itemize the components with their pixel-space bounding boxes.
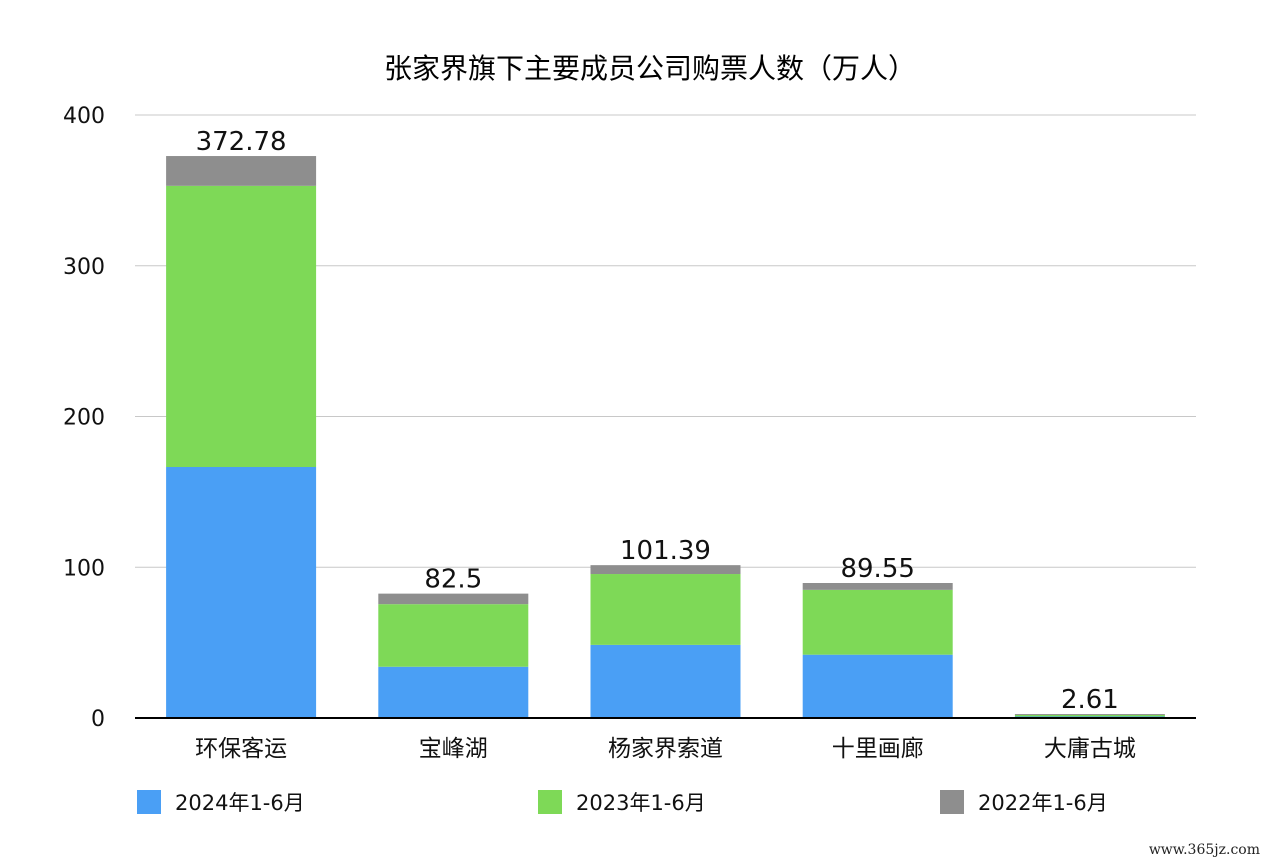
category-label: 环保客运 (195, 736, 287, 762)
bar-segment (590, 644, 741, 718)
y-axis-ticks: 0 100 200 300 400 (63, 104, 105, 732)
legend: 2024年1-6月 2023年1-6月 2022年1-6月 (137, 790, 1108, 815)
bar-segment (378, 666, 529, 718)
total-data-label: 101.39 (620, 536, 711, 566)
category-label: 宝峰湖 (419, 736, 488, 762)
y-tick-label: 200 (63, 406, 105, 431)
category-labels: 环保客运 宝峰湖 杨家界索道 十里画廊 大庸古城 (195, 736, 1136, 762)
category-label: 杨家界索道 (608, 736, 723, 762)
legend-label: 2022年1-6月 (978, 791, 1108, 815)
bars (166, 156, 1165, 718)
chart-title: 张家界旗下主要成员公司购票人数（万人） (384, 52, 916, 85)
category-label: 十里画廊 (832, 736, 924, 762)
bar-segment (378, 604, 529, 667)
bar-segment (590, 565, 741, 575)
bar-segment (802, 583, 953, 590)
legend-swatch (137, 790, 161, 814)
bar-segment (802, 589, 953, 655)
bar-segment (166, 156, 317, 186)
legend-swatch (538, 790, 562, 814)
legend-label: 2023年1-6月 (576, 791, 706, 815)
y-tick-label: 0 (91, 707, 105, 732)
bar-segment (166, 467, 317, 718)
bar-segment (1014, 714, 1165, 717)
y-tick-label: 400 (63, 104, 105, 129)
total-labels: 372.78 82.5 101.39 89.55 2.61 (196, 127, 1119, 715)
site-watermark: www.365jz.com (1148, 842, 1260, 858)
total-data-label: 82.5 (424, 565, 482, 595)
y-tick-label: 300 (63, 255, 105, 280)
legend-swatch (940, 790, 964, 814)
total-data-label: 372.78 (196, 127, 287, 157)
legend-label: 2024年1-6月 (175, 791, 305, 815)
y-tick-label: 100 (63, 556, 105, 581)
category-label: 大庸古城 (1044, 736, 1136, 762)
bar-segment (1014, 714, 1165, 715)
bar-segment (802, 654, 953, 718)
total-data-label: 89.55 (840, 554, 914, 584)
bar-segment (378, 593, 529, 605)
bar-segment (590, 574, 741, 645)
total-data-label: 2.61 (1061, 685, 1119, 715)
bar-segment (166, 185, 317, 468)
